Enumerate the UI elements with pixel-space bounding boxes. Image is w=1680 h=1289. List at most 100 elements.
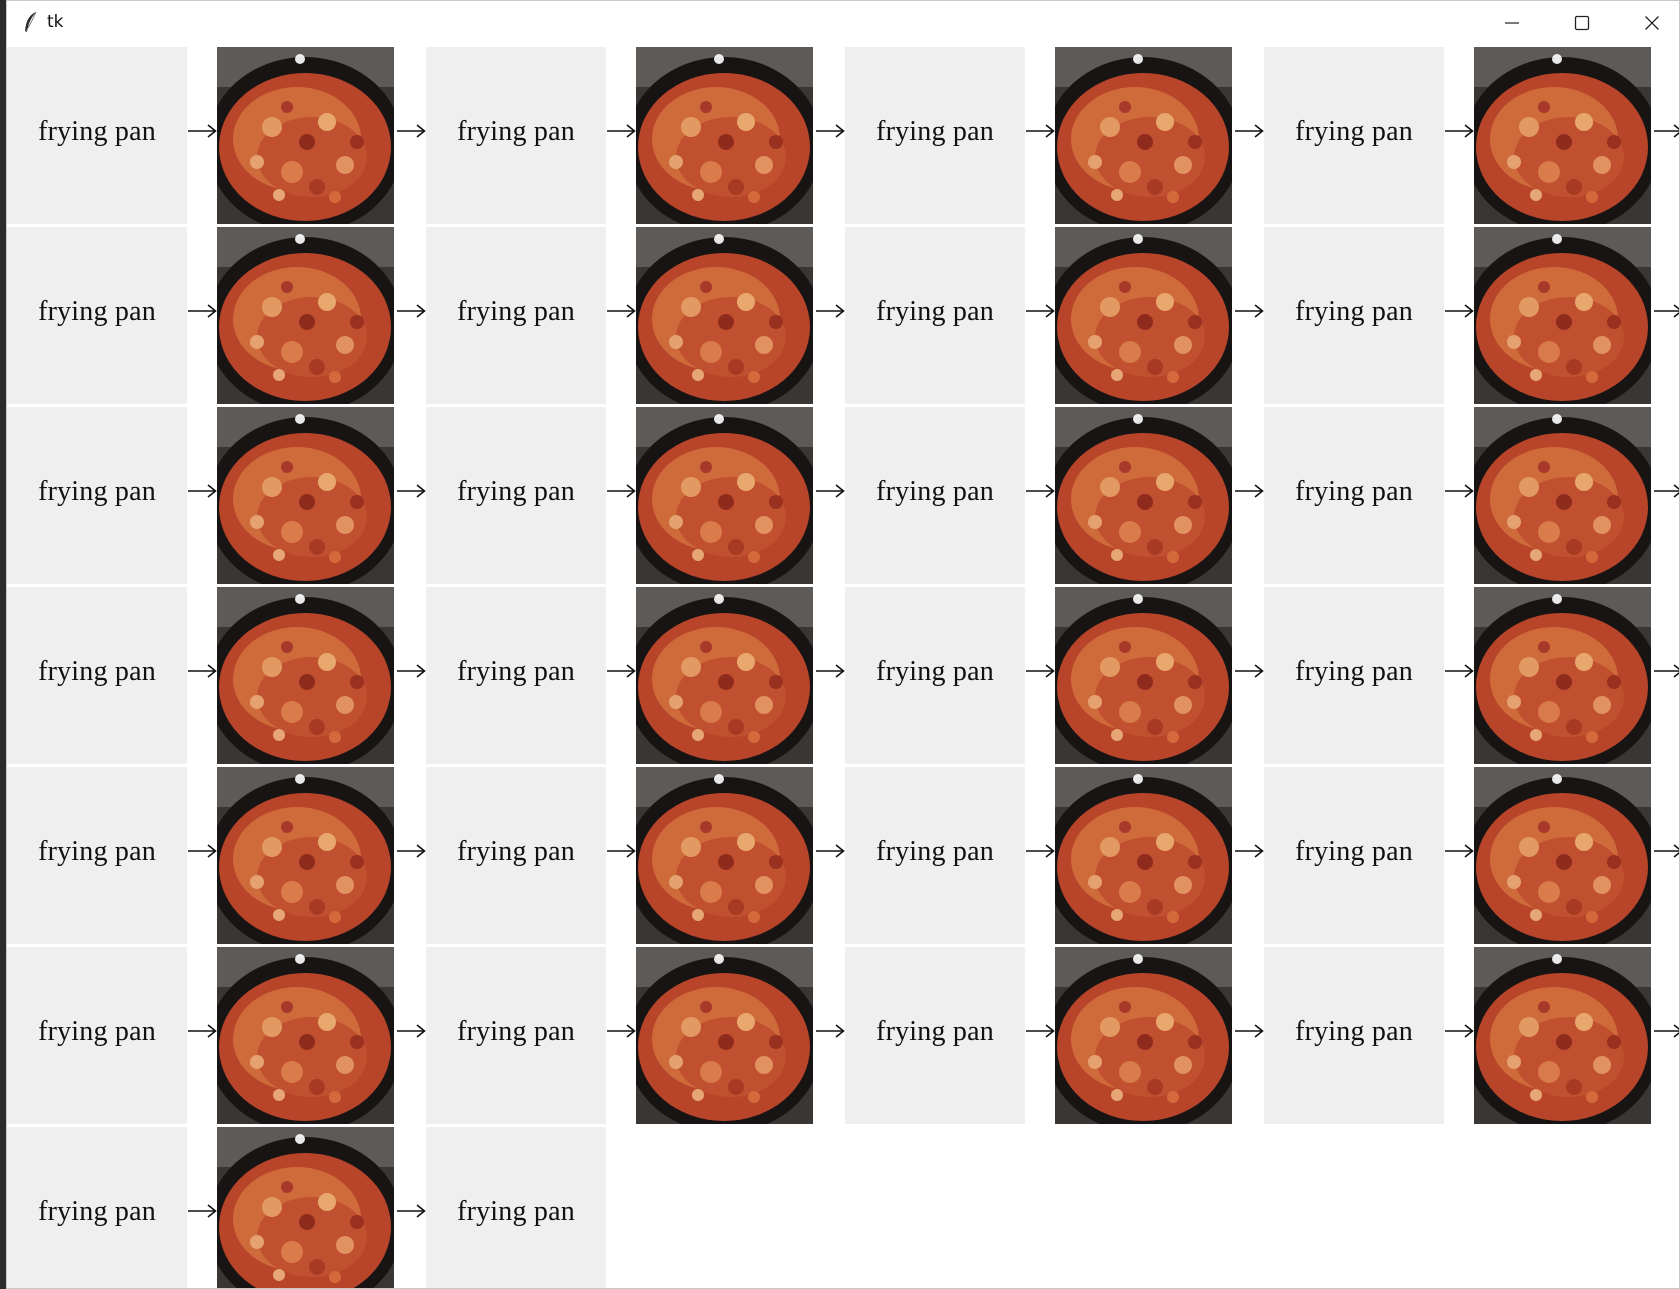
class-label: frying pan (1264, 947, 1444, 1124)
class-label: frying pan (7, 407, 187, 584)
class-label-text: frying pan (1295, 115, 1413, 147)
right-arrow-icon (1026, 484, 1055, 498)
class-label-text: frying pan (38, 475, 156, 507)
class-label: frying pan (426, 47, 606, 224)
class-label-text: frying pan (876, 115, 994, 147)
right-arrow-icon (1654, 844, 1679, 858)
image-cell (1444, 947, 1679, 1124)
right-arrow-icon (1235, 664, 1264, 678)
class-label: frying pan (1264, 47, 1444, 224)
right-arrow-icon (397, 664, 426, 678)
frying-pan-photo (1474, 767, 1651, 944)
class-label-text: frying pan (1295, 835, 1413, 867)
frying-pan-photo (1474, 227, 1651, 404)
right-arrow-icon (816, 124, 845, 138)
frying-pan-photo (217, 1127, 394, 1288)
right-arrow-icon (397, 844, 426, 858)
frying-pan-photo (1055, 587, 1232, 764)
right-arrow-icon (1235, 1024, 1264, 1038)
image-cell (606, 47, 845, 224)
frying-pan-photo (217, 947, 394, 1124)
close-icon (1645, 16, 1659, 30)
frying-pan-photo (1055, 407, 1232, 584)
frying-pan-photo (1055, 767, 1232, 944)
close-button[interactable] (1617, 1, 1679, 45)
feather-icon (25, 11, 37, 32)
right-arrow-icon (816, 664, 845, 678)
maximize-button[interactable] (1547, 1, 1617, 45)
class-label: frying pan (7, 47, 187, 224)
class-label: frying pan (426, 587, 606, 764)
image-cell (1025, 587, 1264, 764)
class-label: frying pan (845, 587, 1025, 764)
image-cell (187, 947, 426, 1124)
image-cell (1444, 407, 1679, 584)
frying-pan-photo (217, 767, 394, 944)
right-arrow-icon (1026, 304, 1055, 318)
right-arrow-icon (1235, 304, 1264, 318)
frying-pan-photo (217, 407, 394, 584)
grid-row: frying pan frying pan frying pan frying pan (7, 47, 1679, 224)
frying-pan-photo (1474, 587, 1651, 764)
right-arrow-icon (607, 124, 636, 138)
class-label-text: frying pan (1295, 295, 1413, 327)
frying-pan-photo (636, 407, 813, 584)
right-arrow-icon (397, 304, 426, 318)
class-label-text: frying pan (1295, 655, 1413, 687)
grid-row: frying pan frying pan frying pan frying pan (7, 587, 1679, 764)
right-arrow-icon (1445, 1024, 1474, 1038)
class-label: frying pan (1264, 227, 1444, 404)
right-arrow-icon (607, 664, 636, 678)
right-arrow-icon (1026, 1024, 1055, 1038)
right-arrow-icon (607, 304, 636, 318)
class-label-text: frying pan (876, 1015, 994, 1047)
right-arrow-icon (188, 304, 217, 318)
window-title: tk (47, 12, 64, 32)
minimize-icon (1505, 22, 1519, 24)
frying-pan-photo (1474, 947, 1651, 1124)
app-window: tk frying pan frying pan frying pan frying … (6, 0, 1680, 1289)
title-bar[interactable]: tk (7, 1, 1679, 46)
image-cell (187, 407, 426, 584)
grid-row: frying pan frying pan frying pan frying pan (7, 227, 1679, 404)
class-label-text: frying pan (876, 475, 994, 507)
class-label-text: frying pan (38, 1195, 156, 1227)
right-arrow-icon (816, 484, 845, 498)
class-label: frying pan (1264, 587, 1444, 764)
right-arrow-icon (1445, 664, 1474, 678)
class-label: frying pan (426, 767, 606, 944)
right-arrow-icon (188, 664, 217, 678)
right-arrow-icon (397, 1204, 426, 1218)
frying-pan-photo (217, 227, 394, 404)
right-arrow-icon (397, 484, 426, 498)
class-label-text: frying pan (38, 115, 156, 147)
class-label-text: frying pan (876, 835, 994, 867)
class-label-text: frying pan (38, 835, 156, 867)
class-label-text: frying pan (876, 655, 994, 687)
image-cell (1444, 227, 1679, 404)
class-label-text: frying pan (1295, 475, 1413, 507)
class-label: frying pan (426, 1127, 606, 1288)
frying-pan-photo (1055, 47, 1232, 224)
class-label-text: frying pan (457, 115, 575, 147)
right-arrow-icon (1654, 484, 1679, 498)
right-arrow-icon (397, 124, 426, 138)
frying-pan-photo (1474, 47, 1651, 224)
right-arrow-icon (816, 844, 845, 858)
image-cell (1444, 587, 1679, 764)
class-label-text: frying pan (457, 1015, 575, 1047)
right-arrow-icon (816, 1024, 845, 1038)
minimize-button[interactable] (1477, 1, 1547, 45)
image-cell (187, 1127, 426, 1288)
class-label: frying pan (7, 587, 187, 764)
grid-row: frying pan frying pan frying pan frying pan (7, 767, 1679, 944)
right-arrow-icon (1654, 664, 1679, 678)
flow-grid: frying pan frying pan frying pan frying pan… (7, 47, 1679, 1288)
image-cell (1025, 947, 1264, 1124)
right-arrow-icon (1445, 304, 1474, 318)
image-cell (1444, 767, 1679, 944)
class-label-text: frying pan (457, 655, 575, 687)
class-label: frying pan (845, 407, 1025, 584)
right-arrow-icon (1445, 844, 1474, 858)
right-arrow-icon (188, 844, 217, 858)
